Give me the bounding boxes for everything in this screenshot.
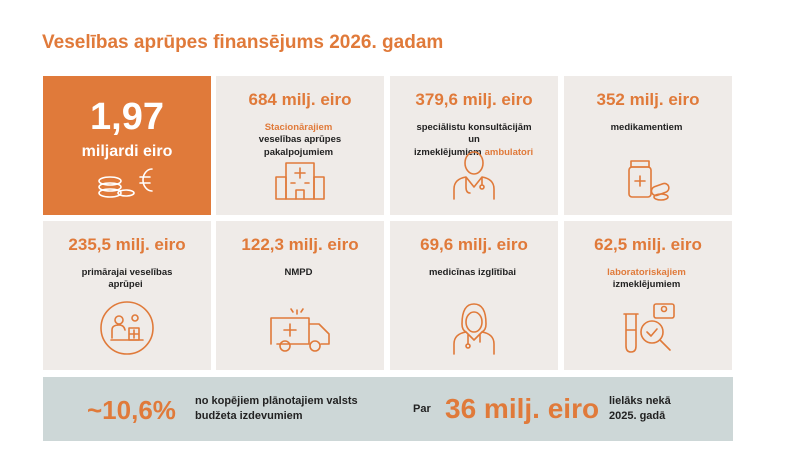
desc-part: primārajai veselības aprūpei — [81, 267, 173, 291]
hospital-icon — [275, 162, 325, 200]
desc-part: izmeklējumiem — [612, 279, 681, 291]
description: primārajai veselības aprūpei — [67, 267, 187, 292]
tile: 1,97 miljardi eiro — [43, 76, 211, 215]
share: ~10,6% — [87, 395, 176, 425]
tile: 62,5 milj. eiro laboratoriskajiem izmeklē… — [564, 221, 732, 370]
coins-icon — [98, 168, 153, 198]
pills-icon — [628, 160, 670, 201]
description: Stacionārajiem veselības aprūpes pakalpoj… — [240, 122, 360, 159]
amount: 684 milj. eiro — [248, 90, 352, 109]
amount: 62,5 milj. eiro — [594, 235, 702, 254]
tile: 235,5 milj. eiro primārajai veselības ap… — [43, 221, 211, 370]
lab-icon — [623, 303, 675, 353]
description: medikamentiem — [588, 122, 708, 134]
tile: 69,6 milj. eiro medicīnas izglītībai — [390, 221, 558, 370]
ambulance-icon — [270, 308, 330, 352]
tile: 379,6 milj. eiro speciālistu konsultācij… — [390, 76, 558, 215]
amount: 1,97 — [90, 96, 164, 138]
increase-text: lielāks nekā 2025. gadā — [609, 395, 671, 422]
desc-part: Stacionārajiem — [264, 122, 333, 133]
desc-part: medicīnas izglītībai — [428, 267, 517, 278]
tile: 122,3 milj. eiro NMPD — [216, 221, 384, 370]
desc-part: veselības aprūpes pakalpojumiem — [258, 134, 342, 158]
prefix: Par — [413, 403, 431, 415]
description: speciālistu konsultācijām un izmeklējumi… — [414, 122, 534, 159]
desc-part: speciālistu konsultācijām un izmeklējumi… — [414, 122, 532, 158]
description: laboratoriskajiem izmeklējumiem — [588, 267, 708, 292]
desc-part: NMPD — [284, 267, 313, 278]
tile: 684 milj. eiro Stacionārajiem veselības a… — [216, 76, 384, 215]
tile: 352 milj. eiro medikamentiem — [564, 76, 732, 215]
amount: 352 milj. eiro — [596, 90, 700, 109]
description: medicīnas izglītībai — [414, 267, 534, 279]
amount: 235,5 milj. eiro — [68, 235, 186, 254]
amount: 69,6 milj. eiro — [420, 235, 528, 254]
clinic-icon — [100, 301, 154, 355]
amount: 122,3 milj. eiro — [241, 235, 359, 254]
amount: 379,6 milj. eiro — [415, 90, 533, 109]
footer: ~10,6% no kopējiem plānotajiem valsts bu… — [43, 377, 733, 441]
description: NMPD — [240, 267, 360, 279]
doctor-icon — [453, 151, 495, 200]
unit: miljardi eiro — [81, 143, 173, 160]
share-text: no kopējiem plānotajiem valsts budžeta i… — [195, 395, 358, 422]
desc-part: medikamentiem — [610, 122, 683, 133]
desc-part: laboratoriskajiem — [607, 267, 686, 278]
title: Veselības aprūpes finansējums 2026. gada… — [42, 32, 444, 53]
nurse-icon — [453, 303, 495, 355]
increase: 36 milj. eiro — [445, 393, 600, 424]
desc-part: ambulatori — [484, 146, 534, 158]
